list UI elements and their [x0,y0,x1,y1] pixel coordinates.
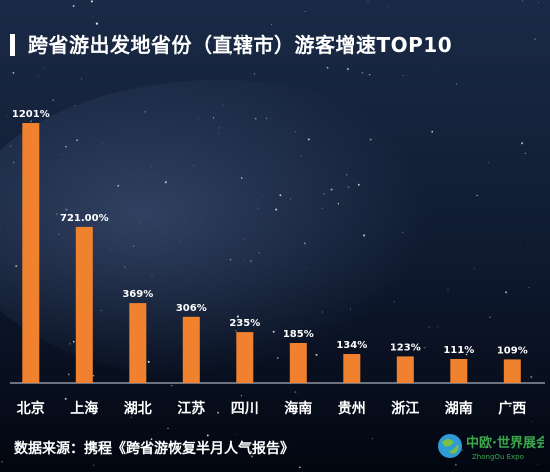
value-label-10: 109% [497,345,528,356]
value-label-1: 1201% [12,109,50,120]
value-label-6: 185% [283,329,314,340]
bar-4 [182,316,200,383]
value-label-2: 721.00% [60,213,109,224]
bar-6 [289,343,307,383]
chart-title: 跨省游出发地省份（直辖市）游客增速TOP10 [28,33,453,57]
value-label-3: 369% [122,289,153,300]
category-label-9: 湖南 [445,400,473,417]
bar-3 [129,303,147,383]
value-label-7: 134% [336,340,367,351]
category-label-5: 四川 [231,401,259,417]
bar-10 [503,359,521,383]
bar-1 [22,123,40,383]
expo-logo: 中欧·世界展会 ZhongOu Expo [438,434,544,461]
category-label-3: 湖北 [124,401,152,417]
value-label-4: 306% [176,303,207,314]
category-label-2: 上海 [70,400,98,417]
bar-9 [450,359,468,383]
bar-8 [396,356,414,383]
logo-text: 中欧·世界展会 [466,435,544,451]
bar-7 [343,354,361,383]
logo-subtext: ZhongOu Expo [472,453,524,461]
data-source-note: 数据来源：携程《跨省游恢复半月人气报告》 [14,441,294,457]
value-label-9: 111% [443,345,474,356]
bar-5 [236,332,254,383]
title-accent-bar [10,34,15,56]
category-label-10: 广西 [498,400,526,417]
category-label-8: 浙江 [391,400,419,417]
category-label-1: 北京 [17,400,45,417]
value-label-8: 123% [390,342,421,353]
value-label-5: 235% [229,318,260,329]
category-label-6: 海南 [284,400,312,417]
category-label-7: 贵州 [338,400,366,417]
category-label-4: 江苏 [177,400,205,417]
bar-2 [75,226,93,383]
